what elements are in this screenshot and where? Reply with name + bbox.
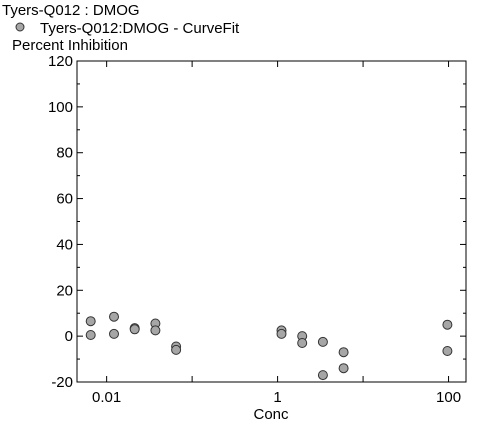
y-tick-label: 100	[48, 99, 73, 116]
legend-marker	[15, 22, 25, 32]
x-tick-label: 100	[436, 389, 461, 406]
data-point	[129, 324, 140, 335]
data-points	[85, 311, 453, 381]
x-tick-label: 1	[273, 389, 281, 406]
chart-title: Tyers-Q012 : DMOG	[2, 2, 140, 19]
y-tick-label: 120	[48, 53, 73, 70]
data-point	[109, 328, 119, 339]
y-axis-label: Percent Inhibition	[12, 37, 128, 54]
data-point	[442, 319, 453, 330]
y-tick-label: 0	[65, 328, 73, 345]
y-tick-label: -20	[51, 374, 73, 391]
x-axis-label: Conc	[253, 406, 289, 421]
data-point	[338, 347, 349, 358]
data-point	[338, 363, 349, 374]
data-point	[317, 370, 328, 381]
data-point	[442, 346, 453, 356]
y-tick-label: 60	[56, 191, 73, 208]
data-point	[297, 338, 308, 348]
data-point	[85, 316, 96, 327]
y-tick-label: 80	[56, 145, 73, 162]
y-axis: -20 0 20 40 60 80 100 120	[48, 53, 466, 391]
data-point	[317, 336, 328, 347]
y-tick-label: 40	[56, 236, 73, 253]
data-point	[150, 325, 161, 336]
y-tick-label: 20	[56, 282, 73, 299]
data-point	[276, 328, 287, 339]
legend-label: Tyers-Q012:DMOG - CurveFit	[40, 20, 240, 37]
x-axis: 0.01 1 100	[92, 61, 461, 406]
legend: Tyers-Q012:DMOG - CurveFit	[15, 20, 240, 37]
data-point	[109, 311, 119, 322]
data-point	[85, 330, 96, 340]
data-point	[171, 344, 182, 355]
x-tick-label: 0.01	[92, 389, 121, 406]
